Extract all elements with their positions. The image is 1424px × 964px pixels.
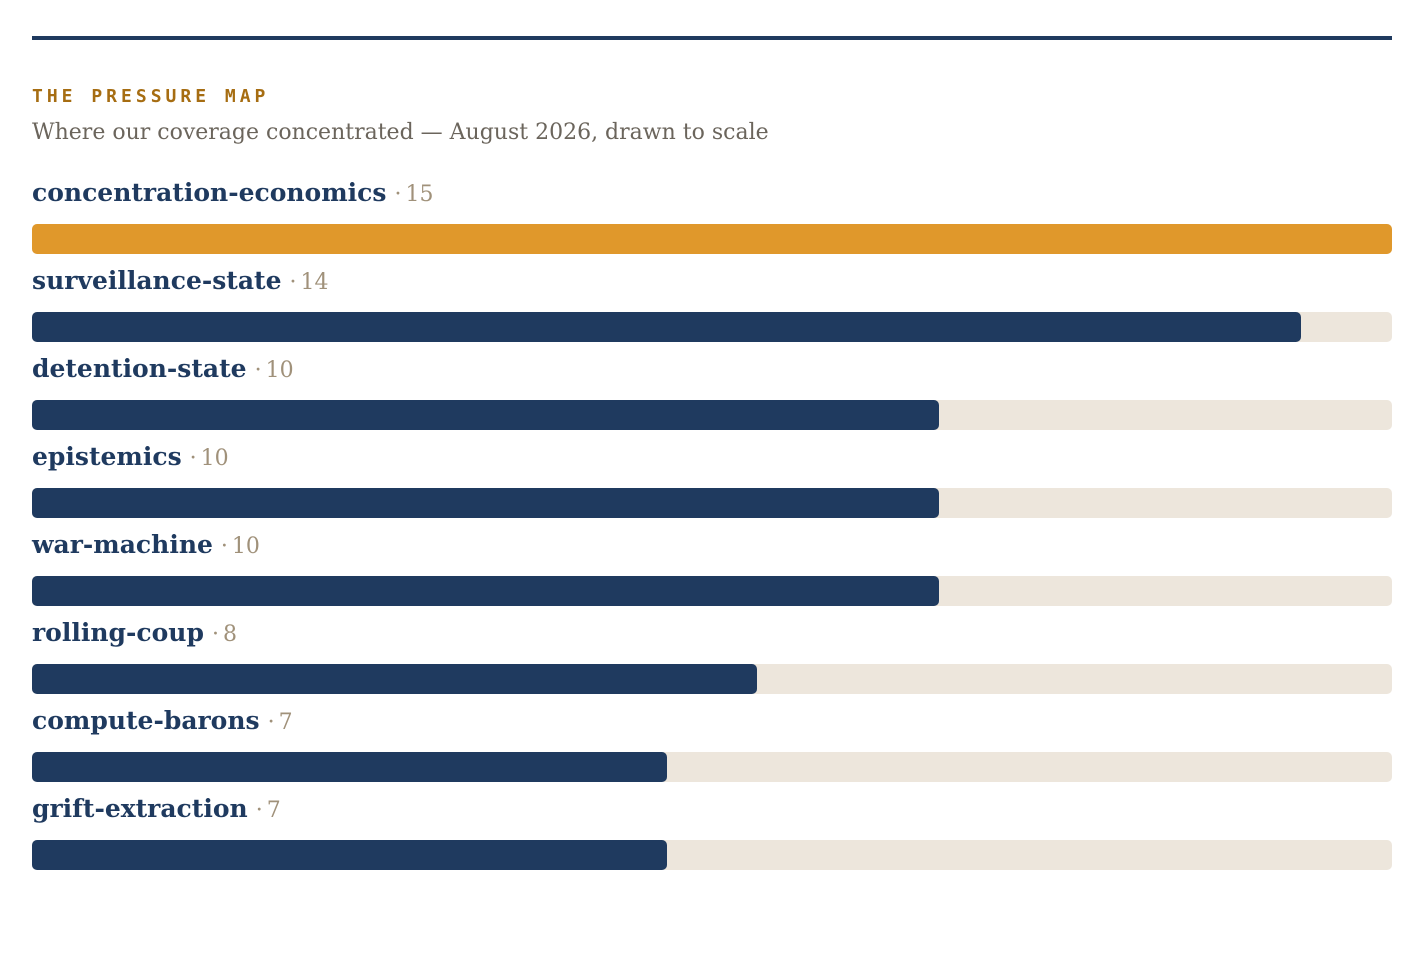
bar-label: war-machine · 10 xyxy=(32,530,1392,560)
bar-row: rolling-coup · 8 xyxy=(32,618,1392,706)
value-label: 10 xyxy=(231,534,260,559)
bar-label: grift-extraction · 7 xyxy=(32,794,1392,824)
pressure-map-panel: THE PRESSURE MAP Where our coverage conc… xyxy=(32,36,1392,882)
bar-label: detention-state · 10 xyxy=(32,354,1392,384)
bar xyxy=(32,488,939,518)
separator-dot: · xyxy=(189,446,197,471)
bar-label: concentration-economics · 15 xyxy=(32,178,1392,208)
separator-dot: · xyxy=(289,270,297,295)
value-label: 14 xyxy=(300,270,329,295)
bar xyxy=(32,224,1392,254)
bar-label: epistemics · 10 xyxy=(32,442,1392,472)
value-label: 15 xyxy=(405,182,434,207)
category-label: grift-extraction xyxy=(32,794,248,823)
bar-track xyxy=(32,312,1392,342)
chart-kicker: THE PRESSURE MAP xyxy=(32,86,270,107)
bar xyxy=(32,400,939,430)
category-label: concentration-economics xyxy=(32,178,387,207)
bar-row: war-machine · 10 xyxy=(32,530,1392,618)
category-label: detention-state xyxy=(32,354,247,383)
bar xyxy=(32,576,939,606)
bar xyxy=(32,840,667,870)
separator-dot: · xyxy=(267,710,275,735)
top-rule xyxy=(32,36,1392,40)
category-label: compute-barons xyxy=(32,706,260,735)
separator-dot: · xyxy=(211,622,219,647)
value-label: 7 xyxy=(278,710,293,735)
category-label: war-machine xyxy=(32,530,213,559)
bar-label: rolling-coup · 8 xyxy=(32,618,1392,648)
bar-label: surveillance-state · 14 xyxy=(32,266,1392,296)
bar-rows: concentration-economics · 15 surveillance-s… xyxy=(32,178,1392,882)
category-label: surveillance-state xyxy=(32,266,282,295)
bar-track xyxy=(32,400,1392,430)
bar-row: epistemics · 10 xyxy=(32,442,1392,530)
bar-track xyxy=(32,752,1392,782)
bar-row: grift-extraction · 7 xyxy=(32,794,1392,882)
bar-track xyxy=(32,488,1392,518)
separator-dot: · xyxy=(220,534,228,559)
bar-row: concentration-economics · 15 xyxy=(32,178,1392,266)
bar-track xyxy=(32,576,1392,606)
category-label: rolling-coup xyxy=(32,618,204,647)
bar-track xyxy=(32,840,1392,870)
bar-row: compute-barons · 7 xyxy=(32,706,1392,794)
bar-row: surveillance-state · 14 xyxy=(32,266,1392,354)
value-label: 10 xyxy=(200,446,229,471)
bar xyxy=(32,664,757,694)
value-label: 10 xyxy=(265,358,294,383)
chart-subtitle: Where our coverage concentrated — August… xyxy=(32,120,769,145)
value-label: 8 xyxy=(222,622,237,647)
value-label: 7 xyxy=(266,798,281,823)
bar xyxy=(32,312,1301,342)
bar xyxy=(32,752,667,782)
bar-track xyxy=(32,224,1392,254)
separator-dot: · xyxy=(254,358,262,383)
separator-dot: · xyxy=(394,182,402,207)
bar-track xyxy=(32,664,1392,694)
bar-row: detention-state · 10 xyxy=(32,354,1392,442)
bar-label: compute-barons · 7 xyxy=(32,706,1392,736)
separator-dot: · xyxy=(255,798,263,823)
category-label: epistemics xyxy=(32,442,182,471)
